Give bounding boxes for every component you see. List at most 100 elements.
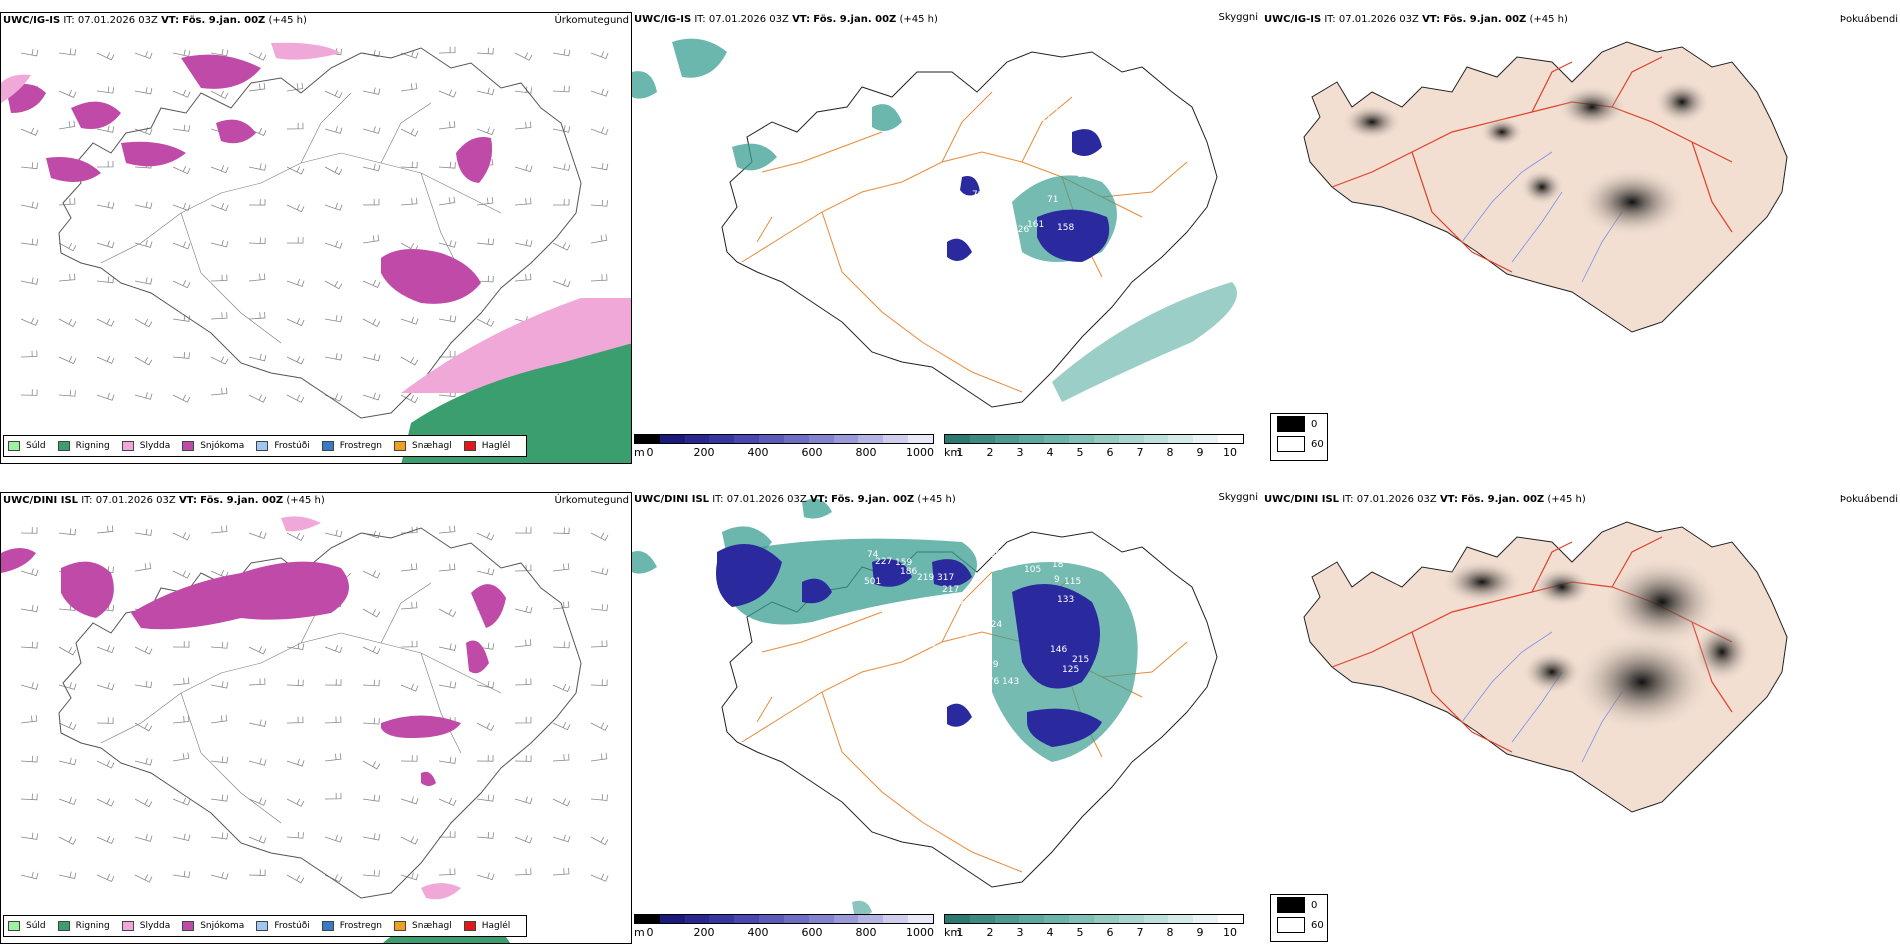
wind-barb <box>438 525 456 534</box>
wind-barb <box>400 796 419 805</box>
wind-barb <box>96 645 115 654</box>
cloudbase-label: 177 <box>1027 550 1044 560</box>
legend-item-7: Haglél <box>463 921 510 931</box>
colorbar-cell <box>1168 435 1194 443</box>
legend-item-5: Frostregn <box>321 921 382 931</box>
cloudbase-label: 138 <box>982 230 999 240</box>
colorbar-unit: km <box>944 926 962 939</box>
cloudbase-label: 96 <box>917 210 929 220</box>
colorbar-tick: 4 <box>1046 926 1054 939</box>
wind-barb <box>134 562 152 572</box>
colorbar-cell <box>1044 915 1070 923</box>
cloudbase-area <box>947 703 972 727</box>
snow-area <box>421 771 436 786</box>
vt-value: Fös. 9.jan. 00Z <box>813 14 897 25</box>
it-label: IT: <box>63 15 75 26</box>
wind-barb <box>286 758 305 767</box>
legend-label: Súld <box>26 441 46 451</box>
legend-swatch <box>57 441 70 451</box>
cloudbase-label: 65 <box>972 610 983 620</box>
wind-barb <box>286 532 305 542</box>
colorbar-cell <box>858 435 884 443</box>
colorbar-tick: 10 <box>1223 446 1237 459</box>
snow-area <box>181 54 261 89</box>
cloudbase-label: 10 <box>1030 540 1042 550</box>
wind-barb <box>134 834 153 842</box>
wind-barb <box>248 758 267 766</box>
wind-barb <box>438 868 456 876</box>
cloudbase-label: 219 <box>917 573 934 583</box>
wind-barb <box>172 351 190 359</box>
colorbar-unit: m <box>634 926 645 939</box>
wind-barb <box>20 793 38 801</box>
wind-barb <box>438 240 457 248</box>
cloudbase-label: 143 <box>1002 677 1019 687</box>
legend-swatch <box>321 441 334 451</box>
legend-swatch <box>394 921 407 931</box>
colorbar-cell <box>945 915 970 923</box>
legend-label: Snjókoma <box>200 441 245 451</box>
colorbar-cell <box>1093 435 1119 443</box>
panel-title: UWC/IG-IS IT: 07.01.2026 03Z VT: Fös. 9.… <box>634 14 938 25</box>
wind-barb <box>438 196 456 206</box>
colorbar-tick: 5 <box>1076 926 1084 939</box>
cloudbase-label: 102 <box>957 160 974 170</box>
occlusion-value-1: 60 <box>1311 438 1324 450</box>
wind-barb <box>134 722 153 732</box>
wind-barb <box>514 639 532 648</box>
cloudbase-label: 85 <box>982 710 993 720</box>
wind-barb <box>20 714 38 724</box>
cloudbase-label: 133 <box>1057 595 1074 605</box>
wind-barb <box>324 280 343 290</box>
wind-barb <box>96 160 114 168</box>
wind-barb <box>20 49 39 57</box>
wind-barb <box>552 85 570 93</box>
wind-barb <box>438 563 456 572</box>
model-label: UWC/DINI ISL <box>1264 494 1340 505</box>
wind-barb <box>58 48 77 56</box>
cloudbase-label: 105 <box>1024 565 1041 575</box>
wind-barb <box>324 240 343 249</box>
snow-area <box>381 715 461 738</box>
visibility-panel-igis: UWC/IG-IS IT: 07.01.2026 03Z VT: Fös. 9.… <box>632 12 1262 464</box>
wind-barb <box>134 277 153 285</box>
wind-barb <box>286 356 305 365</box>
vt-value: Fös. 9.jan. 00Z <box>200 495 284 506</box>
precip-type-panel-dini: UWC/DINI ISL IT: 07.01.2026 03Z VT: Fös.… <box>0 492 632 944</box>
visibility-area <box>632 71 657 99</box>
wind-barb <box>210 756 228 764</box>
wind-barb <box>286 82 304 92</box>
wind-barb <box>248 394 267 403</box>
precip-type-panel-igis: UWC/IG-IS IT: 07.01.2026 03Z VT: Fös. 9.… <box>0 12 632 464</box>
panel-name: Úrkomutegund <box>554 15 629 26</box>
wind-barb <box>362 279 381 288</box>
wind-barb <box>58 836 77 845</box>
cloudbase-label: 501 <box>864 577 881 587</box>
wind-barb <box>362 163 381 172</box>
wind-barb <box>400 128 419 137</box>
wind-barb <box>210 794 229 802</box>
wind-barb <box>514 273 532 282</box>
legend-label: Rigning <box>75 441 110 451</box>
lead-time: (+45 h) <box>899 14 938 25</box>
wind-barb <box>400 836 419 845</box>
wind-barb <box>590 199 608 207</box>
fog-blob <box>1532 567 1592 607</box>
wind-barb <box>514 527 532 534</box>
wind-barb <box>210 165 229 174</box>
wind-barb <box>58 722 77 731</box>
panel-title: UWC/DINI ISL IT: 07.01.2026 03Z VT: Fös.… <box>3 495 325 506</box>
colorbar-cell <box>759 435 784 443</box>
cloudbase-label: 79 <box>930 645 942 655</box>
cloudbase-label: 197 <box>1044 135 1061 145</box>
wind-barb <box>172 752 190 762</box>
occlusion-value-0: 0 <box>1311 899 1318 911</box>
legend-item-1: Rigning <box>57 441 110 451</box>
wind-barb <box>58 120 76 130</box>
occlusion-swatch-1 <box>1277 436 1305 452</box>
lead-time: (+45 h) <box>1547 494 1586 505</box>
fog-colorbar: 0 60 <box>1270 894 1328 942</box>
wind-barb <box>172 124 191 132</box>
colorbar-cell <box>734 915 760 923</box>
wind-barb <box>590 640 608 648</box>
